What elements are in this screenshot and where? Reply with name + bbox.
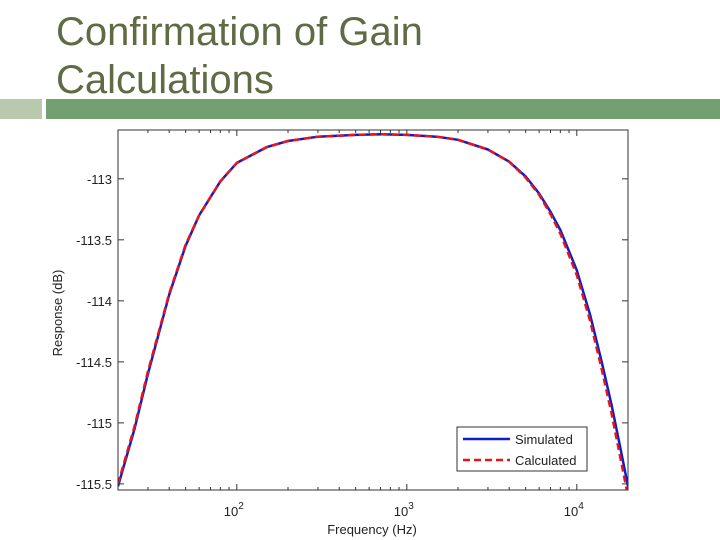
title-accent-bar-right: [46, 99, 720, 119]
y-tick-label: -113.5: [76, 233, 112, 248]
x-tick-label-base: 10: [394, 504, 408, 519]
series-line-calculated: [118, 133, 628, 490]
title-accent-bar-left: [0, 99, 42, 119]
y-tick-label: -114.5: [76, 355, 112, 370]
x-tick-label-exponent: 4: [578, 501, 584, 512]
y-axis-title: Response (dB): [50, 270, 65, 357]
y-tick-label: -115.5: [76, 477, 112, 492]
plot-frame: [117, 129, 629, 491]
x-tick-label: 103: [394, 501, 414, 519]
y-tick-label: -114: [87, 294, 112, 309]
x-axis-title: Frequency (Hz): [327, 522, 417, 537]
x-tick-label-exponent: 3: [408, 501, 414, 512]
y-tick-label: -115: [87, 416, 112, 431]
y-tick-label: -113: [87, 172, 112, 187]
y-tick-labels: -113 -113.5 -114 -114.5 -115 -115.5: [76, 172, 112, 492]
x-tick-label-base: 10: [224, 504, 238, 519]
legend: Simulated Calculated: [456, 426, 588, 472]
slide-title-line-1: Confirmation of Gain: [56, 10, 423, 54]
x-tick-label: 104: [564, 501, 584, 519]
x-tick-label: 102: [224, 501, 244, 519]
x-tick-label-exponent: 2: [238, 501, 244, 512]
x-tick-label-base: 10: [564, 504, 578, 519]
plot-series: [118, 133, 628, 490]
slide-title-line-2: Calculations: [56, 58, 274, 102]
x-tick-labels: 102 103 104: [224, 501, 584, 519]
legend-box: [456, 426, 588, 472]
legend-label-calculated: Calculated: [515, 453, 576, 468]
legend-label-simulated: Simulated: [515, 432, 573, 447]
slide-title: Confirmation of Gain Calculations: [56, 8, 616, 104]
